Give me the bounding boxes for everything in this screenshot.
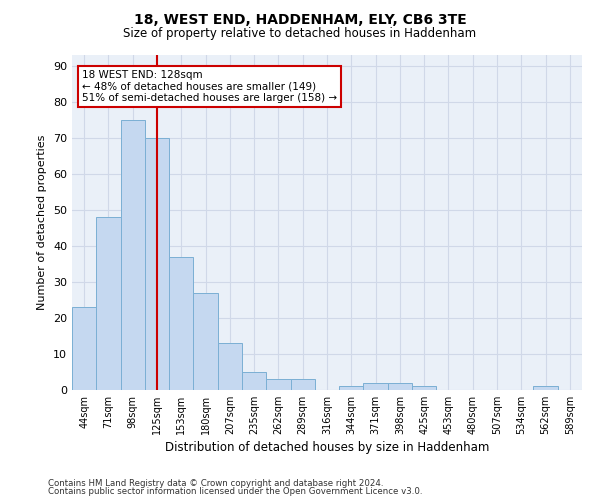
Text: 18, WEST END, HADDENHAM, ELY, CB6 3TE: 18, WEST END, HADDENHAM, ELY, CB6 3TE: [134, 12, 466, 26]
Bar: [121, 120, 145, 390]
Bar: [533, 386, 558, 390]
Bar: [218, 343, 242, 390]
Bar: [96, 217, 121, 390]
Bar: [242, 372, 266, 390]
Bar: [169, 256, 193, 390]
Bar: [412, 386, 436, 390]
Y-axis label: Number of detached properties: Number of detached properties: [37, 135, 47, 310]
Bar: [145, 138, 169, 390]
Bar: [290, 379, 315, 390]
Text: Contains public sector information licensed under the Open Government Licence v3: Contains public sector information licen…: [48, 487, 422, 496]
X-axis label: Distribution of detached houses by size in Haddenham: Distribution of detached houses by size …: [165, 441, 489, 454]
Text: Contains HM Land Registry data © Crown copyright and database right 2024.: Contains HM Land Registry data © Crown c…: [48, 478, 383, 488]
Bar: [193, 292, 218, 390]
Bar: [364, 383, 388, 390]
Text: Size of property relative to detached houses in Haddenham: Size of property relative to detached ho…: [124, 28, 476, 40]
Bar: [266, 379, 290, 390]
Bar: [339, 386, 364, 390]
Bar: [388, 383, 412, 390]
Text: 18 WEST END: 128sqm
← 48% of detached houses are smaller (149)
51% of semi-detac: 18 WEST END: 128sqm ← 48% of detached ho…: [82, 70, 337, 103]
Bar: [72, 307, 96, 390]
